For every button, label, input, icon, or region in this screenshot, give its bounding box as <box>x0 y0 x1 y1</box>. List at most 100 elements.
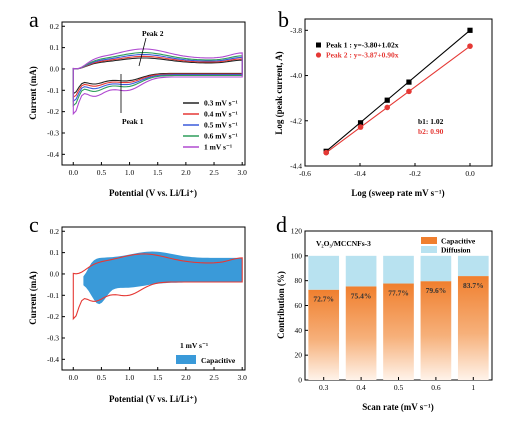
x-tick-label: 0.0 <box>69 373 79 382</box>
data-point <box>406 88 412 95</box>
x-tick-label: 0.6 <box>431 383 441 392</box>
y-tick-label: -0.3 <box>47 128 59 137</box>
panel-label-d: d <box>276 212 287 237</box>
legend-label: 1 mV s⁻¹ <box>204 143 232 152</box>
y-tick-label: -3.8 <box>290 26 302 35</box>
y-tick-label: -0.2 <box>47 107 59 116</box>
legend-label: Capacitive <box>441 237 476 246</box>
legend-swatch <box>421 246 437 253</box>
legend-label: 0.3 mV s⁻¹ <box>204 99 238 108</box>
y-tick-label: -4.0 <box>290 71 302 80</box>
y-tick-label: -0.1 <box>47 291 59 300</box>
annotation-peak1: Peak 1 <box>122 117 144 126</box>
diffusion-bar <box>345 255 377 287</box>
cv-curves-chart: 0.0 0.5 1.0 1.5 2.0 2.5 3.0 -0.4 -0.3 -0.2 -0.1 0.… <box>28 21 247 198</box>
y-tick-label: 80 <box>295 276 303 285</box>
legend: 0.3 mV s⁻¹ 0.4 mV s⁻¹ 0.5 mV s⁻¹ 0.6 mV s⁻¹… <box>183 99 238 152</box>
diffusion-bar <box>383 255 414 284</box>
x-tick-label: 1 <box>471 383 475 392</box>
y-tick-label: -0.2 <box>47 312 59 321</box>
x-tick-label: 3.0 <box>237 373 247 382</box>
plot-frame <box>61 21 246 166</box>
x-axis-title: Potential (V vs. Li/Li⁺) <box>109 394 197 404</box>
bar-value-label: 79.6% <box>426 286 447 295</box>
legend-title: 1 mV s⁻¹ <box>180 341 208 350</box>
y-tick-label: 0.0 <box>50 64 60 73</box>
fit-line <box>325 29 471 152</box>
y-tick-label: -0.4 <box>47 355 59 364</box>
legend-label: Peak 2 : y=-3.87+0.90x <box>326 51 399 60</box>
x-tick-label: 2.0 <box>181 168 191 177</box>
y-tick-label: -0.3 <box>47 333 59 342</box>
x-tick-label: 2.5 <box>209 373 219 382</box>
x-tick-label: 1.5 <box>153 168 163 177</box>
cv-curve <box>72 48 243 116</box>
diffusion-bar <box>308 255 340 290</box>
x-tick-label: 1.0 <box>125 373 135 382</box>
panel-label-b: b <box>278 7 289 32</box>
x-axis-title: Potential (V vs. Li/Li⁺) <box>109 188 197 198</box>
x-tick-label: 0.0 <box>465 169 475 178</box>
plot-frame <box>304 18 493 167</box>
legend-swatch <box>421 237 437 244</box>
y-tick-label: -4.4 <box>290 162 302 171</box>
y-tick-label: 0.1 <box>50 248 60 257</box>
annotation-peak2: Peak 2 <box>142 29 164 38</box>
y-tick-label: 0.2 <box>50 227 60 236</box>
legend-label: Peak 1 : y=-3.80+1.02x <box>326 41 399 50</box>
x-tick-label: 0.3 <box>319 383 329 392</box>
y-axis-title: Log (peak current, A) <box>274 51 284 134</box>
x-axis-title: Log (sweep rate mV s⁻¹) <box>351 188 444 198</box>
legend-marker <box>316 42 321 48</box>
log-fit-chart: -0.6 -0.4 -0.2 0.0 -4.4 -4.2 -4.0 -3.8 Log (pe… <box>274 18 493 198</box>
annotation-b2: b2: 0.90 <box>418 127 444 136</box>
capacitive-bar <box>420 281 452 380</box>
capacitive-bar <box>457 276 489 380</box>
legend-marker <box>315 52 322 58</box>
x-tick-label: 1.0 <box>125 168 135 177</box>
data-point <box>323 149 329 156</box>
y-tick-label: 0 <box>298 376 302 385</box>
y-axis-title: Current (mA) <box>28 66 38 120</box>
legend-swatch-capacitive <box>176 355 196 364</box>
y-tick-label: 100 <box>291 251 303 260</box>
legend-label: 0.6 mV s⁻¹ <box>204 132 238 141</box>
legend-label: Diffusion <box>441 246 471 255</box>
diffusion-bar <box>420 255 452 282</box>
capacitive-area <box>83 251 243 305</box>
legend-label: 0.4 mV s⁻¹ <box>204 110 238 119</box>
y-axis-title: Current (mA) <box>28 271 38 325</box>
bar-value-label: 83.7% <box>463 281 484 290</box>
x-tick-label: -0.4 <box>354 169 366 178</box>
y-tick-label: 0.1 <box>50 43 60 52</box>
capacitive-cv-chart: 0.0 0.5 1.0 1.5 2.0 2.5 3.0 -0.4 -0.3 -0.2 -0.1 0.… <box>28 226 247 404</box>
bar-value-label: 77.7% <box>388 289 409 298</box>
x-axis-title: Scan rate (mV s⁻¹) <box>362 402 434 412</box>
capacitive-bar <box>383 283 414 380</box>
diffusion-bar <box>457 255 489 277</box>
y-tick-label: -0.4 <box>47 150 59 159</box>
x-tick-label: 0.4 <box>356 383 366 392</box>
panel-label-a: a <box>29 7 39 32</box>
legend-label-capacitive: Capacitive <box>201 356 236 365</box>
data-point <box>384 97 390 103</box>
y-axis-title: Contribution (%) <box>276 271 286 339</box>
y-tick-label: 40 <box>295 326 303 335</box>
data-point <box>384 104 391 111</box>
y-tick-label: -4.2 <box>290 116 302 125</box>
x-tick-label: 2.0 <box>181 373 191 382</box>
x-tick-label: 0.0 <box>69 168 79 177</box>
y-tick-label: 20 <box>295 351 303 360</box>
bar-value-label: 75.4% <box>351 291 372 300</box>
total-cv-curve <box>72 253 243 321</box>
x-tick-label: 3.0 <box>237 168 247 177</box>
y-tick-label: 0.0 <box>50 269 60 278</box>
data-point <box>467 27 473 33</box>
y-tick-label: 120 <box>291 227 303 236</box>
y-tick-label: 0.2 <box>50 22 60 31</box>
arrow-peak2 <box>138 37 147 67</box>
x-tick-label: 1.5 <box>153 373 163 382</box>
